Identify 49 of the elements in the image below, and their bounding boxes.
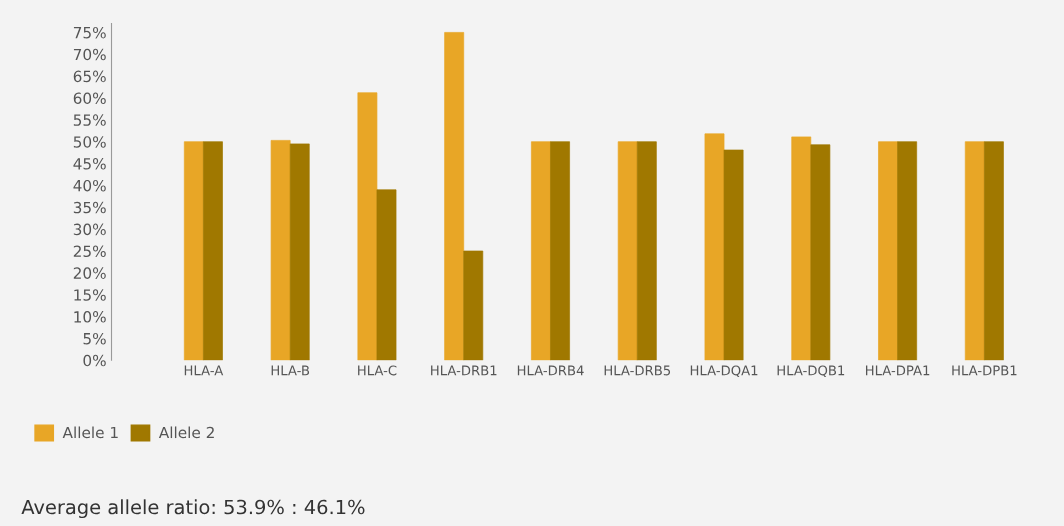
bar [376,189,397,361]
bar [878,141,898,361]
x-tick-label: HLA-DRB5 [604,365,671,376]
bar [289,143,310,361]
x-tick-label: HLA-DRB1 [431,365,497,376]
y-tick-label: 10% [74,311,106,323]
y-tick-label: 50% [73,136,106,148]
bar [183,141,204,361]
bar [897,141,918,361]
y-tick-label: 60% [73,92,106,105]
y-tick-label: 35% [73,201,106,214]
x-tick-label: HLA-DQA1 [690,365,758,377]
y-tick-label: 30% [73,223,106,236]
y-tick-label: 70% [73,48,106,61]
x-tick-label: HLA-C [358,365,397,376]
y-tick-label: 15% [74,289,106,301]
legend-label: Allele 2 [158,426,214,439]
x-tick-label: HLA-DPA1 [866,365,930,376]
x-tick-label: HLA-DQB1 [777,365,845,377]
y-tick-label: 75% [73,26,106,39]
bar [463,250,484,361]
bar [791,136,812,361]
y-tick-label: 0% [83,354,106,367]
bar [203,141,223,361]
y-tick-label: 20% [73,267,106,279]
bar [636,141,657,361]
x-tick-label: HLA-DPB1 [952,365,1017,376]
y-tick-label: 45% [73,158,106,170]
bar [704,133,725,361]
y-tick-label: 5% [83,332,106,345]
bar [444,32,465,361]
y-tick-label: 65% [73,70,106,83]
y-tick-label: 40% [73,179,106,192]
bar [270,140,291,361]
bar [531,141,551,361]
text: Average allele ratio: 53.9% : 46.1% [21,499,365,519]
y-tick-label: 55% [73,114,106,126]
bar [984,141,1004,361]
x-tick-label: HLA-DRB4 [517,365,584,376]
bar [550,141,570,361]
y-tick-label: 25% [73,245,106,258]
bar [723,149,744,361]
bar [357,92,378,361]
legend-label: Allele 1 [62,426,118,439]
bar [964,141,985,361]
bar [810,144,831,361]
x-tick-label: HLA-B [271,365,310,376]
bar [617,141,638,361]
x-tick-label: HLA-A [184,365,224,376]
